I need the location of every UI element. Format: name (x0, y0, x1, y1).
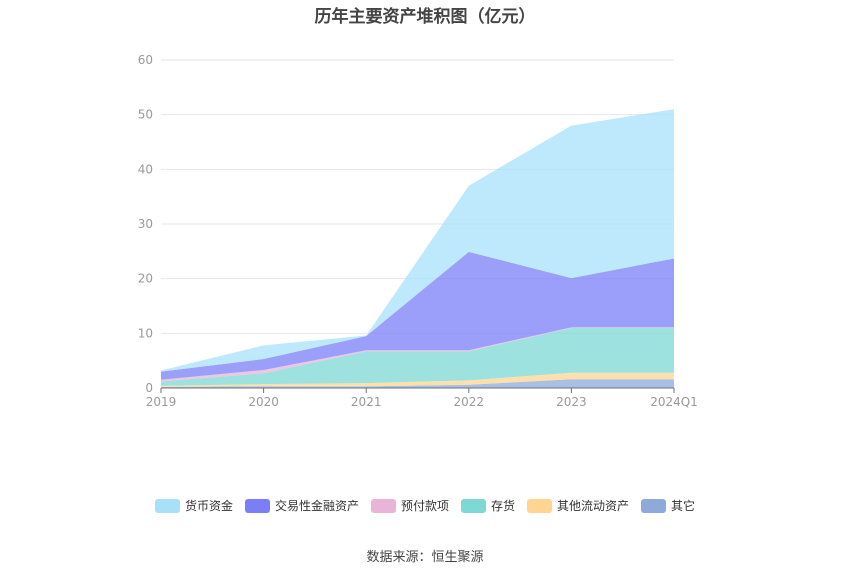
area-series (161, 109, 674, 372)
legend-item[interactable]: 货币资金 (154, 497, 233, 514)
legend-item[interactable]: 其它 (641, 497, 695, 514)
y-tick-label: 20 (138, 272, 153, 286)
legend-item[interactable]: 其他流动资产 (527, 497, 629, 514)
legend-swatch (527, 498, 553, 513)
x-tick-label: 2022 (454, 395, 485, 409)
legend-label: 货币资金 (184, 499, 233, 513)
legend-swatch (154, 498, 180, 513)
legend-label: 其他流动资产 (557, 499, 630, 513)
legend-item[interactable]: 预付款项 (370, 497, 449, 514)
legend-label: 预付款项 (400, 499, 449, 513)
legend-label: 交易性金融资产 (274, 499, 359, 513)
area-series (161, 251, 674, 380)
legend-swatch (370, 498, 396, 513)
area-series (161, 372, 674, 387)
y-tick-label: 30 (138, 217, 153, 231)
x-tick-label: 2021 (351, 395, 382, 409)
legend-swatch (461, 498, 486, 513)
legend-swatch (244, 498, 270, 513)
legend: 货币资金 交易性金融资产 预付款项 存货 其他流动资产 其它 (0, 497, 850, 514)
x-tick-label: 2020 (248, 395, 279, 409)
area-series (161, 327, 674, 386)
x-tick-label: 2024Q1 (650, 395, 698, 409)
x-tick-label: 2023 (556, 395, 587, 409)
x-tick-label: 2019 (146, 395, 177, 409)
area-layer (161, 109, 674, 388)
legend-swatch (641, 498, 667, 513)
area-series (161, 327, 674, 382)
area-series (161, 379, 674, 388)
legend-label: 存货 (491, 499, 516, 513)
axis-layer: 0 10 20 30 40 50 60 2019 2020 2021 2022 2023 2024Q1 (138, 53, 698, 409)
legend-label: 其它 (671, 499, 696, 513)
y-tick-label: 60 (138, 53, 153, 67)
chart-title: 历年主要资产堆积图（亿元） (314, 7, 536, 27)
y-tick-label: 40 (138, 162, 153, 176)
legend-item[interactable]: 存货 (461, 497, 515, 514)
legend-item[interactable]: 交易性金融资产 (244, 497, 359, 514)
y-tick-label: 0 (145, 381, 153, 395)
source-note: 数据来源：恒生聚源 (366, 550, 484, 565)
y-tick-label: 10 (138, 326, 153, 340)
y-tick-label: 50 (138, 108, 153, 122)
